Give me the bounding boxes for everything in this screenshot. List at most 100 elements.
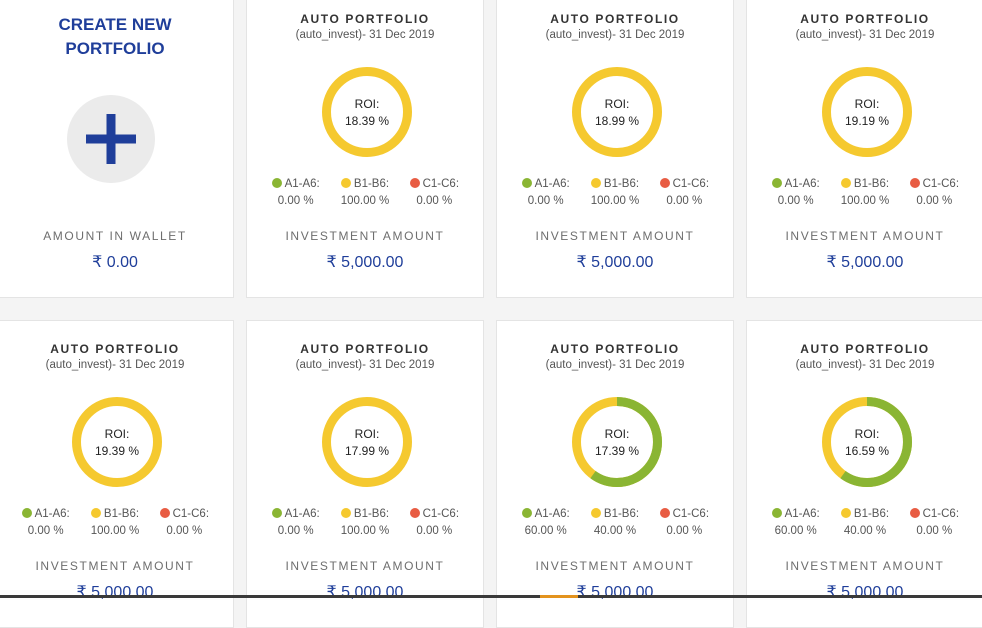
roi-label: ROI: bbox=[104, 427, 130, 441]
roi-label: ROI: bbox=[854, 427, 880, 441]
donut-track bbox=[72, 397, 162, 487]
portfolio-title: AUTO PORTFOLIO bbox=[800, 12, 930, 26]
grade-a: A1-A6: 0.00 % bbox=[261, 176, 330, 210]
grade-c-value: 0.00 % bbox=[916, 525, 953, 537]
roi-label: ROI: bbox=[354, 97, 380, 111]
roi-donut bbox=[572, 397, 662, 487]
portfolio-subtitle: (auto_invest)- 31 Dec 2019 bbox=[45, 359, 185, 371]
grade-c-label: C1-C6: bbox=[672, 178, 710, 190]
grade-a-dot-icon bbox=[521, 178, 532, 188]
wallet-value: ₹ 0.00 bbox=[92, 254, 138, 271]
investment-label: INVESTMENT AMOUNT bbox=[285, 559, 445, 573]
grade-b-label: B1-B6: bbox=[103, 508, 140, 520]
grade-a: A1-A6: 0.00 % bbox=[511, 176, 580, 210]
grade-c-value: 0.00 % bbox=[666, 195, 703, 207]
grade-b: B1-B6: 100.00 % bbox=[330, 506, 399, 540]
donut-a-segment bbox=[822, 397, 912, 487]
roi-value: 17.39 % bbox=[594, 444, 640, 458]
grade-a-value: 0.00 % bbox=[277, 525, 314, 537]
roi-donut bbox=[72, 397, 162, 487]
grade-b-label: B1-B6: bbox=[853, 508, 890, 520]
portfolio-card[interactable]: AUTO PORTFOLIO (auto_invest)- 31 Dec 201… bbox=[0, 320, 234, 628]
create-title-line2[interactable]: PORTFOLIO bbox=[65, 39, 165, 58]
grade-a-label: A1-A6: bbox=[284, 508, 320, 520]
roi-value: 16.59 % bbox=[844, 444, 890, 458]
grade-b-dot-icon bbox=[590, 178, 601, 188]
create-portfolio-card[interactable]: CREATE NEW PORTFOLIO AMOUNT IN WALLET ₹ … bbox=[0, 0, 234, 298]
portfolio-subtitle: (auto_invest)- 31 Dec 2019 bbox=[545, 29, 685, 41]
donut-track bbox=[572, 67, 662, 157]
grade-c: C1-C6: 0.00 % bbox=[650, 506, 719, 540]
grade-b-dot-icon bbox=[340, 178, 351, 188]
grade-c-label: C1-C6: bbox=[422, 508, 460, 520]
investment-label: INVESTMENT AMOUNT bbox=[35, 559, 195, 573]
grade-a-dot-icon bbox=[21, 508, 32, 518]
grade-c-label: C1-C6: bbox=[672, 508, 710, 520]
grade-c-value: 0.00 % bbox=[666, 525, 703, 537]
create-portfolio-title[interactable]: CREATE NEW PORTFOLIO bbox=[0, 13, 233, 61]
roi-text: ROI: 19.39 % bbox=[71, 426, 163, 460]
portfolio-card[interactable]: AUTO PORTFOLIO (auto_invest)- 31 Dec 201… bbox=[496, 320, 734, 628]
grade-c-dot-icon bbox=[909, 508, 920, 518]
roi-label: ROI: bbox=[854, 97, 880, 111]
grade-b: B1-B6: 100.00 % bbox=[330, 176, 399, 210]
grade-c: C1-C6: 0.00 % bbox=[400, 506, 469, 540]
investment-label: INVESTMENT AMOUNT bbox=[285, 229, 445, 243]
grade-b: B1-B6: 100.00 % bbox=[830, 176, 899, 210]
add-portfolio-button[interactable] bbox=[67, 95, 155, 183]
grade-breakdown: A1-A6: 0.00 % B1-B6: 100.00 % C1-C6: 0.0… bbox=[11, 506, 219, 540]
grade-b-value: 100.00 % bbox=[590, 195, 640, 207]
portfolio-card[interactable]: AUTO PORTFOLIO (auto_invest)- 31 Dec 201… bbox=[746, 320, 982, 628]
portfolio-subtitle: (auto_invest)- 31 Dec 2019 bbox=[795, 29, 935, 41]
portfolio-card[interactable]: AUTO PORTFOLIO (auto_invest)- 31 Dec 201… bbox=[746, 0, 982, 298]
roi-label: ROI: bbox=[604, 97, 630, 111]
wallet-label: AMOUNT IN WALLET bbox=[43, 229, 187, 243]
grade-b-value: 40.00 % bbox=[593, 525, 637, 537]
grade-b-label: B1-B6: bbox=[853, 178, 890, 190]
grade-a-value: 0.00 % bbox=[777, 195, 814, 207]
grade-c: C1-C6: 0.00 % bbox=[900, 506, 969, 540]
roi-donut bbox=[822, 397, 912, 487]
donut-track bbox=[822, 67, 912, 157]
grade-a-label: A1-A6: bbox=[784, 508, 820, 520]
grade-c-dot-icon bbox=[409, 508, 420, 518]
portfolio-title: AUTO PORTFOLIO bbox=[50, 342, 180, 356]
grade-c-value: 0.00 % bbox=[416, 525, 453, 537]
portfolio-subtitle: (auto_invest)- 31 Dec 2019 bbox=[295, 29, 435, 41]
grade-c-dot-icon bbox=[659, 178, 670, 188]
grade-c-label: C1-C6: bbox=[172, 508, 210, 520]
grade-breakdown: A1-A6: 60.00 % B1-B6: 40.00 % C1-C6: 0.0… bbox=[761, 506, 969, 540]
grade-b-value: 100.00 % bbox=[340, 195, 390, 207]
roi-text: ROI: 16.59 % bbox=[821, 426, 913, 460]
portfolio-title: AUTO PORTFOLIO bbox=[300, 12, 430, 26]
bottom-scrollbar[interactable] bbox=[0, 595, 982, 598]
grade-c-value: 0.00 % bbox=[916, 195, 953, 207]
grade-c-dot-icon bbox=[659, 508, 670, 518]
portfolio-card[interactable]: AUTO PORTFOLIO (auto_invest)- 31 Dec 201… bbox=[246, 320, 484, 628]
roi-text: ROI: 18.99 % bbox=[571, 96, 663, 130]
roi-value: 18.99 % bbox=[594, 114, 640, 128]
grade-a: A1-A6: 0.00 % bbox=[11, 506, 80, 540]
donut-a-segment bbox=[572, 397, 662, 487]
grade-a-dot-icon bbox=[771, 508, 782, 518]
roi-donut bbox=[322, 67, 412, 157]
grade-c-label: C1-C6: bbox=[422, 178, 460, 190]
grade-b-value: 100.00 % bbox=[840, 195, 890, 207]
portfolio-title: AUTO PORTFOLIO bbox=[300, 342, 430, 356]
create-title-line1[interactable]: CREATE NEW bbox=[58, 15, 172, 34]
portfolio-title: AUTO PORTFOLIO bbox=[550, 12, 680, 26]
grade-b-dot-icon bbox=[90, 508, 101, 518]
portfolio-subtitle: (auto_invest)- 31 Dec 2019 bbox=[545, 359, 685, 371]
portfolio-card[interactable]: AUTO PORTFOLIO (auto_invest)- 31 Dec 201… bbox=[246, 0, 484, 298]
grade-c-dot-icon bbox=[159, 508, 170, 518]
grade-a-label: A1-A6: bbox=[784, 178, 820, 190]
grade-b: B1-B6: 40.00 % bbox=[580, 506, 649, 540]
roi-text: ROI: 18.39 % bbox=[321, 96, 413, 130]
grade-a-value: 60.00 % bbox=[524, 525, 567, 537]
roi-value: 18.39 % bbox=[344, 114, 390, 128]
roi-value: 19.39 % bbox=[94, 444, 140, 458]
portfolio-card[interactable]: AUTO PORTFOLIO (auto_invest)- 31 Dec 201… bbox=[496, 0, 734, 298]
grade-a: A1-A6: 60.00 % bbox=[761, 506, 830, 540]
grade-b-value: 100.00 % bbox=[90, 525, 140, 537]
investment-label: INVESTMENT AMOUNT bbox=[535, 559, 695, 573]
